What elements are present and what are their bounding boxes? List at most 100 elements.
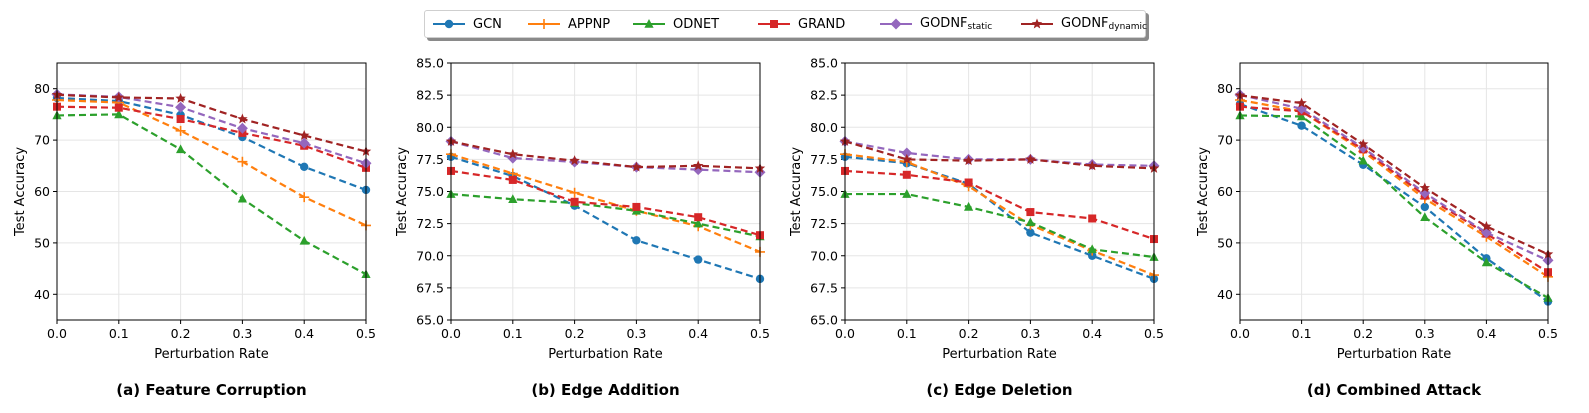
x-axis-label: Perturbation Rate	[548, 347, 662, 362]
x-tick-label: 0.3	[232, 326, 252, 341]
series-line	[845, 192, 1155, 259]
y-tick-label: 70	[34, 133, 50, 148]
data-point	[1297, 111, 1307, 121]
data-point	[507, 152, 519, 164]
data-point	[1358, 155, 1368, 165]
x-tick-label: 0.3	[1415, 326, 1435, 341]
data-point	[964, 178, 973, 187]
x-tick-label: 0.5	[1144, 326, 1164, 341]
x-tick-label: 0.2	[171, 326, 191, 341]
legend-entry: GODNFdynamic	[1013, 11, 1147, 37]
legend-label: APPNP	[568, 16, 611, 32]
x-tick-label: 0.1	[503, 326, 523, 341]
x-tick-label: 0.5	[356, 326, 376, 341]
y-tick-label: 85.0	[416, 56, 444, 71]
y-tick-label: 75.0	[416, 184, 444, 199]
data-point	[237, 113, 248, 124]
x-axis-label: Perturbation Rate	[942, 347, 1056, 362]
data-point	[1297, 121, 1306, 130]
data-point	[1357, 138, 1369, 149]
y-tick-label: 60	[1217, 184, 1233, 199]
y-tick-label: 40	[1217, 287, 1233, 302]
series-line	[844, 140, 1155, 170]
series-line	[844, 153, 1155, 277]
data-point	[1026, 228, 1035, 237]
legend-marker	[890, 18, 902, 30]
y-tick-label: 67.5	[416, 280, 444, 295]
data-point	[507, 148, 519, 159]
x-tick-label: 0.3	[626, 326, 646, 341]
series-line	[450, 192, 761, 238]
x-axis-label: Perturbation Rate	[154, 347, 268, 362]
x-tick-label: 0.4	[1476, 326, 1496, 341]
x-tick-label: 0.5	[750, 326, 770, 341]
y-tick-label: 85.0	[810, 56, 838, 71]
data-point	[631, 161, 642, 172]
data-point	[236, 122, 248, 134]
x-tick-label: 0.4	[1082, 326, 1102, 341]
y-tick-label: 75.0	[810, 184, 838, 199]
data-point	[114, 109, 124, 119]
data-point	[694, 213, 703, 222]
data-point	[299, 192, 310, 203]
series-line	[56, 93, 367, 153]
series-line	[450, 155, 761, 280]
series-line	[56, 96, 367, 191]
y-tick-label: 72.5	[416, 216, 444, 231]
x-tick-label: 0.0	[47, 326, 67, 341]
plot-frame	[1239, 62, 1549, 321]
legend-label: ODNET	[673, 16, 720, 32]
y-tick-label: 72.5	[810, 216, 838, 231]
y-tick-label: 82.5	[810, 88, 838, 103]
y-tick-label: 70	[1217, 133, 1233, 148]
data-point	[901, 147, 913, 159]
legend-label: GODNFdynamic	[1061, 16, 1148, 32]
legend-marker	[644, 19, 654, 28]
y-tick-label: 80	[1217, 81, 1233, 96]
subplot-title: (a) Feature Corruption	[116, 381, 306, 399]
data-point	[632, 236, 641, 245]
legend-swatch	[528, 19, 560, 29]
x-tick-label: 0.4	[294, 326, 314, 341]
y-axis-label: Test Accuracy	[395, 147, 410, 237]
data-point	[1025, 217, 1035, 227]
legend-entry: APPNP	[520, 11, 610, 37]
data-point	[1088, 214, 1097, 223]
series-line	[1239, 98, 1549, 278]
legend-label: GODNFstatic	[920, 16, 993, 32]
series-line	[450, 153, 761, 253]
data-point	[508, 194, 518, 204]
y-axis-label: Test Accuracy	[789, 147, 804, 237]
plot-frame	[56, 62, 367, 321]
data-point	[1296, 97, 1307, 108]
data-point	[1419, 182, 1431, 193]
data-point	[1088, 251, 1097, 260]
series-line	[56, 105, 367, 169]
data-point	[570, 197, 579, 206]
y-tick-label: 77.5	[416, 152, 444, 167]
data-point	[1481, 257, 1491, 267]
series-line	[844, 155, 1155, 280]
legend-marker	[539, 19, 549, 29]
y-tick-label: 65.0	[810, 313, 838, 328]
data-point	[694, 255, 703, 264]
series-line	[1239, 103, 1549, 303]
data-point	[299, 235, 309, 245]
data-point	[175, 92, 186, 103]
data-point	[1086, 160, 1098, 171]
series-line	[1239, 114, 1549, 299]
y-tick-label: 60	[34, 184, 50, 199]
y-tick-label: 50	[34, 235, 50, 250]
legend-label: GRAND	[798, 16, 846, 32]
data-point	[1087, 244, 1097, 254]
series-line	[844, 169, 1155, 241]
data-point	[1025, 153, 1036, 164]
legend-marker	[770, 20, 778, 28]
legend-entry: ODNET	[625, 11, 719, 37]
y-tick-label: 82.5	[416, 88, 444, 103]
y-tick-label: 70.0	[416, 248, 444, 263]
y-tick-label: 77.5	[810, 152, 838, 167]
legend-swatch	[1021, 18, 1053, 29]
y-tick-label: 40	[34, 287, 50, 302]
